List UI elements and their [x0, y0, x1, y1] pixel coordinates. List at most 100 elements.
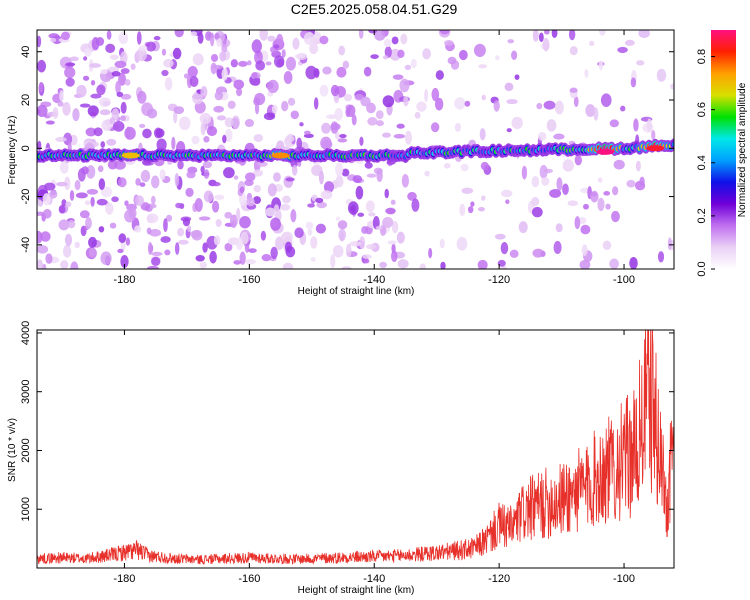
heatmap-noise-cell: [135, 177, 141, 186]
heatmap-noise-cell: [65, 62, 76, 67]
heatmap-noise-cell: [109, 117, 116, 125]
heatmap-noise-cell: [254, 92, 266, 106]
heatmap-noise-cell: [213, 235, 221, 246]
heatmap-noise-cell: [546, 119, 557, 132]
heatmap-noise-cell: [537, 131, 547, 141]
heatmap-y-tick-label: 40: [20, 46, 32, 58]
heatmap-noise-cell: [65, 77, 75, 87]
heatmap-noise-cell: [50, 37, 57, 43]
heatmap-noise-cell: [303, 32, 315, 45]
heatmap-noise-cell: [227, 100, 236, 109]
heatmap-noise-cell: [177, 160, 184, 170]
heatmap-noise-cell: [410, 58, 417, 69]
heatmap-noise-cell: [414, 111, 421, 119]
heatmap-noise-cell: [98, 226, 105, 233]
heatmap-noise-cell: [253, 196, 261, 205]
heatmap-noise-cell: [139, 182, 146, 187]
heatmap-noise-cell: [383, 39, 392, 48]
heatmap-noise-cell: [191, 135, 200, 145]
heatmap-noise-cell: [470, 201, 475, 207]
heatmap-noise-cell: [391, 36, 399, 45]
heatmap-noise-cell: [504, 82, 514, 92]
heatmap-noise-cell: [646, 118, 652, 132]
heatmap-noise-cell: [364, 162, 373, 169]
heatmap-noise-cell: [391, 220, 399, 234]
heatmap-noise-cell: [203, 190, 214, 203]
heatmap-noise-cell: [459, 203, 466, 217]
heatmap-noise-cell: [506, 128, 512, 133]
heatmap-noise-cell: [267, 35, 276, 42]
heatmap-noise-cell: [400, 33, 408, 45]
heatmap-noise-cell: [363, 66, 372, 77]
heatmap-noise-cell: [40, 231, 51, 242]
heatmap-noise-cell: [139, 123, 146, 128]
heatmap-noise-cell: [38, 81, 44, 93]
heatmap-noise-cell: [99, 97, 111, 108]
heatmap-noise-cell: [61, 199, 67, 207]
heatmap-y-tick-label: -40: [20, 237, 32, 253]
heatmap-noise-cell: [589, 40, 595, 46]
heatmap-noise-cell: [236, 237, 243, 251]
heatmap-noise-cell: [206, 126, 218, 137]
heatmap-noise-cell: [151, 256, 161, 267]
heatmap-noise-cell: [248, 248, 257, 253]
heatmap-noise-cell: [231, 115, 240, 130]
heatmap-noise-cell: [210, 53, 219, 62]
heatmap-noise-cell: [187, 66, 198, 78]
snr-x-label: Height of straight line (km): [298, 585, 415, 596]
heatmap-noise-cell: [64, 66, 76, 79]
snr-y-tick-label: 1000: [20, 497, 32, 521]
heatmap-noise-cell: [153, 35, 161, 41]
heatmap-noise-cell: [118, 31, 129, 45]
heatmap-noise-cell: [155, 128, 165, 138]
heatmap-noise-cell: [195, 254, 205, 262]
heatmap-noise-cell: [202, 242, 208, 253]
heatmap-noise-cell: [124, 79, 131, 86]
snr-y-tick-label: 2000: [20, 438, 32, 462]
heatmap-noise-cell: [100, 251, 112, 266]
heatmap-noise-cell: [362, 254, 372, 259]
heatmap-noise-cell: [315, 197, 324, 204]
heatmap-noise-cell: [539, 164, 548, 179]
heatmap-noise-cell: [443, 39, 454, 46]
heatmap-noise-cell: [440, 261, 446, 269]
heatmap-noise-cell: [246, 60, 252, 66]
heatmap-noise-cell: [424, 88, 429, 103]
heatmap-noise-cell: [222, 134, 227, 144]
heatmap-noise-cell: [387, 240, 397, 245]
heatmap-noise-cell: [368, 212, 376, 217]
heatmap-noise-cell: [447, 56, 457, 65]
heatmap-noise-cell: [630, 77, 637, 88]
heatmap-noise-cell: [578, 217, 587, 225]
heatmap-noise-cell: [244, 259, 257, 265]
heatmap-noise-cell: [626, 179, 636, 188]
heatmap-noise-cell: [86, 188, 99, 195]
heatmap-noise-cell: [254, 102, 260, 115]
heatmap-noise-cell: [79, 103, 91, 108]
heatmap-noise-cell: [58, 205, 66, 214]
heatmap-noise-cell: [585, 104, 596, 117]
heatmap-noise-cell: [495, 55, 500, 61]
heatmap-noise-cell: [253, 134, 264, 142]
heatmap-noise-cell: [106, 30, 112, 40]
heatmap-noise-cell: [86, 165, 96, 179]
heatmap-noise-cell: [60, 31, 71, 41]
heatmap-noise-cell: [597, 177, 603, 183]
heatmap-noise-cell: [434, 97, 444, 111]
heatmap-noise-cell: [159, 169, 166, 181]
heatmap-noise-cell: [172, 47, 182, 60]
heatmap-noise-cell: [506, 98, 518, 105]
heatmap-noise-cell: [553, 240, 562, 255]
heatmap-noise-cell: [579, 259, 591, 269]
heatmap-noise-cell: [562, 159, 575, 172]
heatmap-noise-cell: [479, 128, 486, 141]
snr-panel: -180 -160 -140 -120 -100 1000 2000 3000 4000 He…: [7, 321, 675, 596]
heatmap-noise-cell: [509, 249, 519, 258]
heatmap-noise-cell: [111, 196, 119, 203]
heatmap-noise-cell: [185, 187, 194, 197]
heatmap-noise-cell: [390, 199, 396, 205]
heatmap-noise-cell: [192, 53, 204, 66]
heatmap-noise-cell: [200, 122, 206, 136]
heatmap-noise-cell: [403, 96, 409, 107]
snr-x-tick-label: -120: [488, 573, 510, 585]
